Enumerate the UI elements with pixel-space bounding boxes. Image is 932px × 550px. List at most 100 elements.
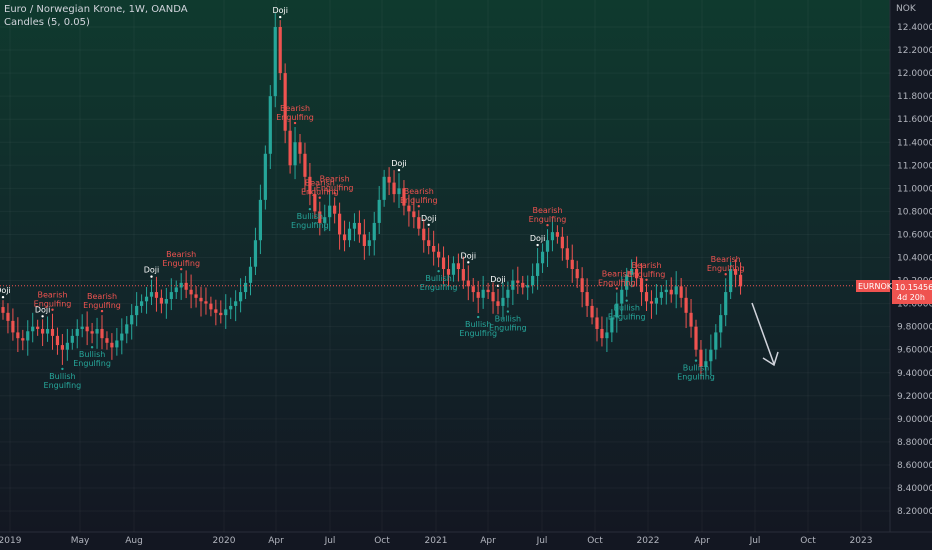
candle <box>268 85 272 169</box>
signal-doji[interactable]: Doji <box>530 234 546 247</box>
candle <box>184 270 188 299</box>
signal-label: Bearish <box>166 250 196 259</box>
candle-body <box>45 328 50 334</box>
candle <box>154 276 159 312</box>
signal-doji[interactable]: Doji <box>35 305 51 318</box>
time-tick-label: Apr <box>694 536 710 546</box>
signal-label: Engulfing <box>301 188 339 197</box>
candle-body <box>382 176 386 200</box>
candle <box>550 218 555 252</box>
candle <box>565 235 569 269</box>
candle-body <box>308 176 312 195</box>
price-tick-label: 8.20000 <box>897 507 932 517</box>
signal-label: Engulfing <box>608 313 646 322</box>
signal-label: Engulfing <box>707 264 745 273</box>
candle-body <box>679 286 683 298</box>
signal-marker <box>51 308 54 311</box>
candle-body <box>224 309 228 316</box>
symbol-title[interactable]: Euro / Norwegian Krone, 1W, OANDA <box>4 4 188 15</box>
candle-body <box>342 234 347 241</box>
candle <box>734 259 738 288</box>
time-tick-label: Jul <box>749 536 761 546</box>
candle <box>293 127 297 180</box>
signal-label: Bearish <box>305 179 335 188</box>
signal-doji[interactable]: Doji <box>421 214 437 226</box>
candle <box>536 248 540 290</box>
signal-label: Bullish <box>495 315 521 324</box>
candle-body <box>446 269 451 275</box>
signal-doji[interactable]: Doji <box>461 251 477 264</box>
forecast-arrow[interactable] <box>751 302 779 367</box>
candle-body <box>41 328 45 334</box>
signal-marker <box>694 359 698 362</box>
candle-body <box>536 263 540 276</box>
price-axis-panel <box>890 0 932 550</box>
candle <box>149 279 154 305</box>
candle <box>234 290 238 322</box>
candle-body <box>402 188 406 206</box>
candle-body <box>135 305 139 316</box>
candle <box>174 280 178 299</box>
candle-body <box>719 315 723 333</box>
signal-label: Doji <box>461 251 477 260</box>
signal-marker <box>61 367 64 371</box>
price-tick-label: 9.80000 <box>897 323 932 333</box>
candle-body <box>263 153 267 200</box>
candle <box>204 287 208 315</box>
candle-body <box>313 194 317 212</box>
candle-body <box>709 349 713 362</box>
price-tick-label: 8.80000 <box>897 438 932 448</box>
signal-label: Bearish <box>532 206 562 215</box>
signal-marker <box>180 267 183 271</box>
candle-body <box>441 257 446 270</box>
signal-label: Bearish <box>711 255 741 264</box>
candle-body <box>253 240 258 267</box>
candle-body <box>159 297 163 304</box>
candle-body <box>169 292 173 299</box>
candle-body <box>204 301 208 304</box>
candle <box>516 266 520 294</box>
candle-body <box>21 338 25 341</box>
candle-body <box>65 342 69 350</box>
signal-doji[interactable]: Doji <box>0 286 11 299</box>
signal-label: Bearish <box>87 292 117 301</box>
signal-doji[interactable]: Doji <box>391 159 407 172</box>
signal-doji[interactable]: Doji <box>144 266 160 278</box>
price-axis[interactable]: 12.40000 12.20000 12.00000 11.80000 11.60000… <box>897 23 932 517</box>
indicator-label[interactable]: Candles (5, 0.05) <box>4 17 90 28</box>
candle <box>278 20 282 81</box>
candle-body <box>540 251 545 264</box>
candle-body <box>729 269 733 293</box>
candle <box>140 294 144 313</box>
candle-body <box>734 269 738 275</box>
candle-body <box>407 205 411 212</box>
signal-marker <box>150 275 153 278</box>
signal-label: Engulfing <box>34 300 72 309</box>
candle <box>521 275 525 295</box>
candle <box>1 300 5 320</box>
signal-doji[interactable]: Doji <box>272 6 288 19</box>
candle <box>575 260 579 288</box>
time-axis[interactable]: 2019 May Aug 2020 Apr Jul Oct 2021 Apr Jul Oct 2022… <box>0 536 872 546</box>
candle <box>679 278 683 308</box>
